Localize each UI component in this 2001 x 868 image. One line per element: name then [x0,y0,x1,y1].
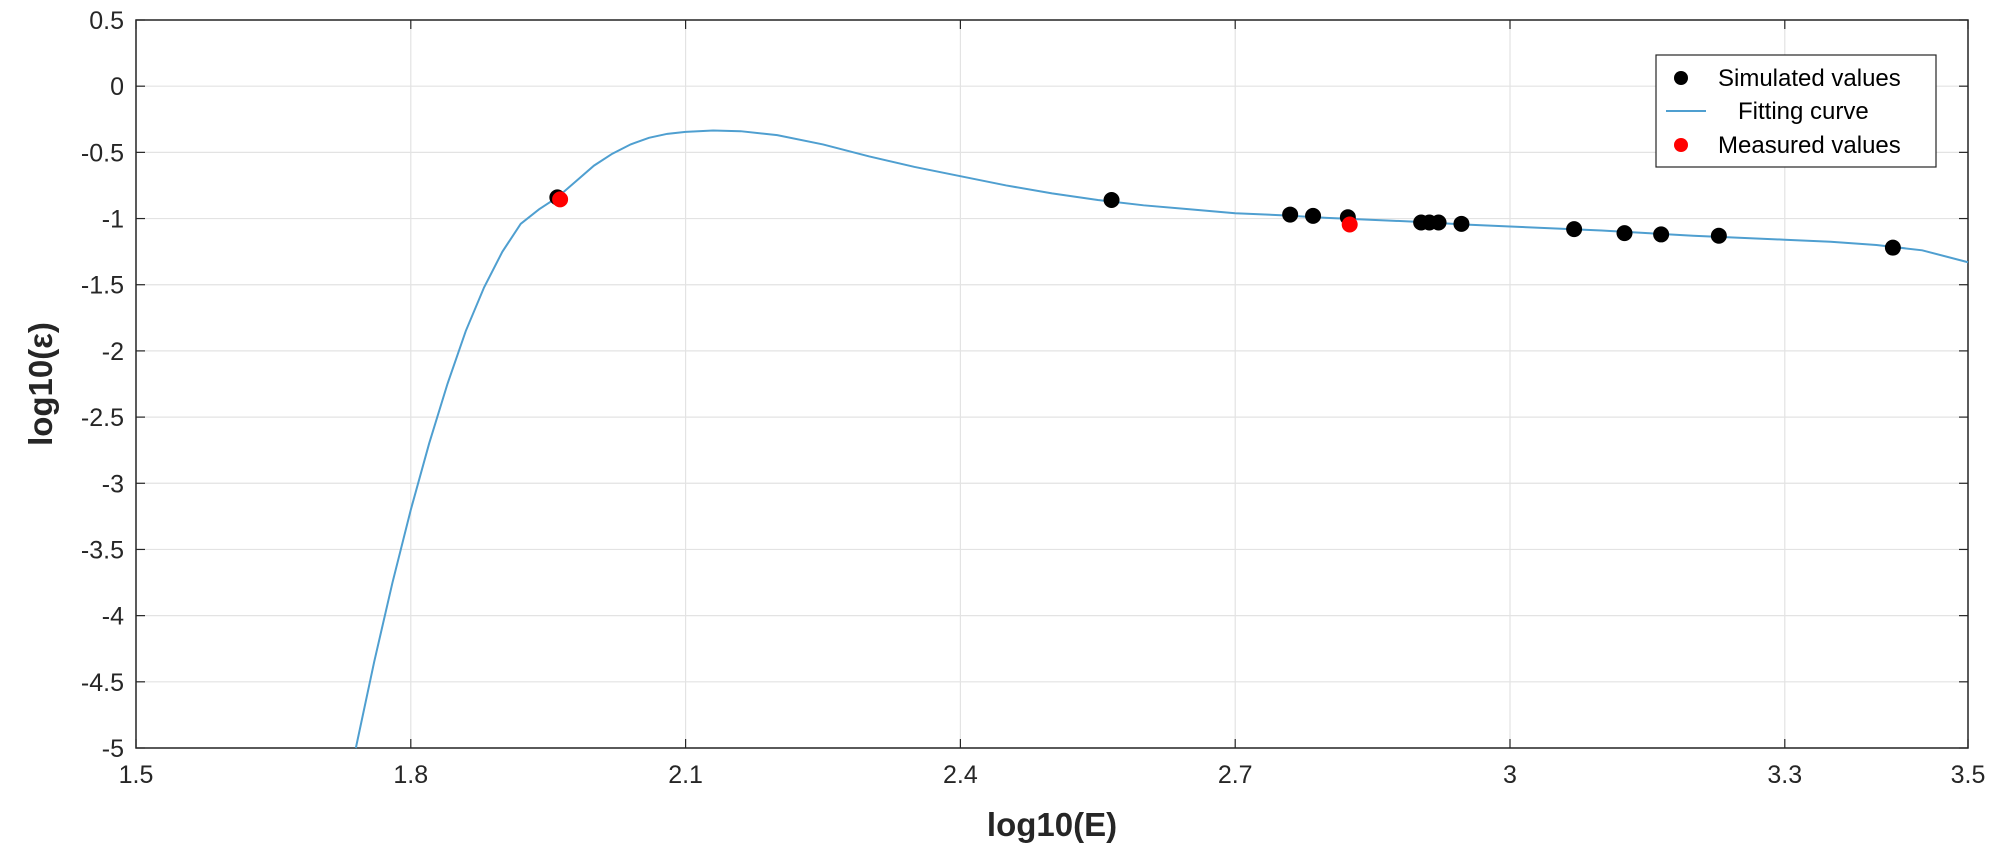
simulated-point [1616,225,1633,242]
axis-ticks [135,19,1969,749]
simulated-point [1453,215,1470,232]
y-tick-label: 0.5 [89,7,124,35]
simulated-point [1653,226,1670,243]
series-layer [354,129,1969,749]
simulated-point [1710,227,1727,244]
simulated-point [1884,239,1901,256]
x-tick-label: 2.7 [1218,761,1253,789]
y-tick-label: -0.5 [81,139,124,167]
x-tick-label: 1.8 [393,761,428,789]
y-tick-label: -2 [102,338,124,366]
y-tick-label: -3.5 [81,536,124,564]
legend-label-measured: Measured values [1718,132,1901,159]
legend-marker-simulated [1674,71,1688,85]
y-tick-label: -1 [102,206,124,234]
measured-point [1341,216,1358,233]
simulated-point [1305,207,1322,224]
simulated-point [1103,192,1120,209]
y-tick-label: -4.5 [81,669,124,697]
y-tick-label: -5 [102,735,124,763]
y-tick-label: 0 [110,73,124,101]
simulated-point [1566,221,1583,238]
simulated-point [1430,214,1447,231]
measured-point [552,191,569,208]
y-tick-label: -4 [102,603,124,631]
simulated-point [1282,206,1299,223]
x-tick-label: 2.1 [668,761,703,789]
y-tick-label: -3 [102,470,124,498]
legend-label-simulated: Simulated values [1718,65,1901,92]
y-axis-tick-labels: 0.5 0 -0.5 -1 -1.5 -2 -2.5 -3 -3.5 -4 -4.5 -5 [81,7,124,763]
x-tick-label: 2.4 [943,761,978,789]
x-tick-label: 3.5 [1951,761,1986,789]
fitting-curve-line [354,129,1969,749]
y-tick-label: -1.5 [81,272,124,300]
x-tick-label: 3 [1503,761,1517,789]
x-tick-label: 3.3 [1767,761,1802,789]
plot-area-frame [135,19,1969,749]
x-axis-tick-labels: 1.5 1.8 2.1 2.4 2.7 3 3.3 3.5 [119,761,1986,789]
legend-label-fitting-curve: Fitting curve [1738,98,1869,125]
x-axis-title: log10(E) [987,806,1117,843]
legend: Simulated values Fitting curve Measured … [1655,54,1937,168]
x-tick-label: 1.5 [119,761,154,789]
legend-marker-measured [1674,138,1688,152]
grid [135,19,1969,749]
y-axis-title: log10(ε) [22,322,59,446]
y-tick-label: -2.5 [81,404,124,432]
